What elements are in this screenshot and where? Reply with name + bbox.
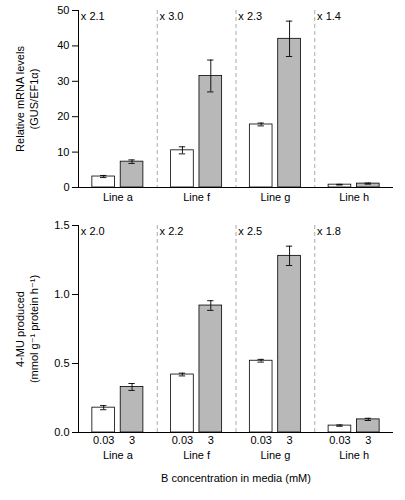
svg-text:x 2.3: x 2.3	[238, 10, 262, 22]
svg-text:4-MU produced(mmol g⁻¹ protein: 4-MU produced(mmol g⁻¹ protein h⁻¹)	[14, 275, 40, 383]
svg-text:0.03: 0.03	[250, 434, 271, 446]
svg-text:Line a: Line a	[103, 191, 134, 203]
svg-text:0.03: 0.03	[329, 434, 350, 446]
svg-text:x 3.0: x 3.0	[160, 10, 184, 22]
svg-text:x 2.1: x 2.1	[81, 10, 105, 22]
svg-text:Line f: Line f	[183, 191, 211, 203]
svg-text:0.03: 0.03	[93, 434, 114, 446]
svg-text:3: 3	[286, 434, 292, 446]
svg-text:20: 20	[57, 110, 69, 122]
svg-text:Line h: Line h	[339, 449, 369, 461]
svg-text:3: 3	[365, 434, 371, 446]
svg-text:10: 10	[57, 146, 69, 158]
svg-text:Line g: Line g	[260, 191, 290, 203]
svg-text:40: 40	[57, 39, 69, 51]
svg-text:x 1.4: x 1.4	[317, 10, 341, 22]
svg-text:1.0: 1.0	[54, 288, 69, 300]
svg-text:Line g: Line g	[260, 449, 290, 461]
svg-text:0.5: 0.5	[54, 357, 69, 369]
svg-text:3: 3	[208, 434, 214, 446]
svg-text:x 2.2: x 2.2	[160, 225, 184, 237]
svg-text:B concentration in media (mM): B concentration in media (mM)	[161, 472, 311, 484]
svg-text:x 2.5: x 2.5	[238, 225, 262, 237]
svg-text:Line a: Line a	[103, 449, 134, 461]
svg-text:Relative mRNA levels(GUS/EF1α): Relative mRNA levels(GUS/EF1α)	[14, 46, 40, 152]
svg-text:Line h: Line h	[339, 191, 369, 203]
svg-text:0: 0	[63, 181, 69, 193]
svg-text:Line f: Line f	[183, 449, 211, 461]
svg-text:0.0: 0.0	[54, 426, 69, 438]
svg-text:0.03: 0.03	[172, 434, 193, 446]
svg-text:50: 50	[57, 4, 69, 16]
svg-text:30: 30	[57, 75, 69, 87]
svg-text:1.5: 1.5	[54, 219, 69, 231]
svg-text:x 1.8: x 1.8	[317, 225, 341, 237]
svg-text:x 2.0: x 2.0	[81, 225, 105, 237]
svg-text:3: 3	[129, 434, 135, 446]
